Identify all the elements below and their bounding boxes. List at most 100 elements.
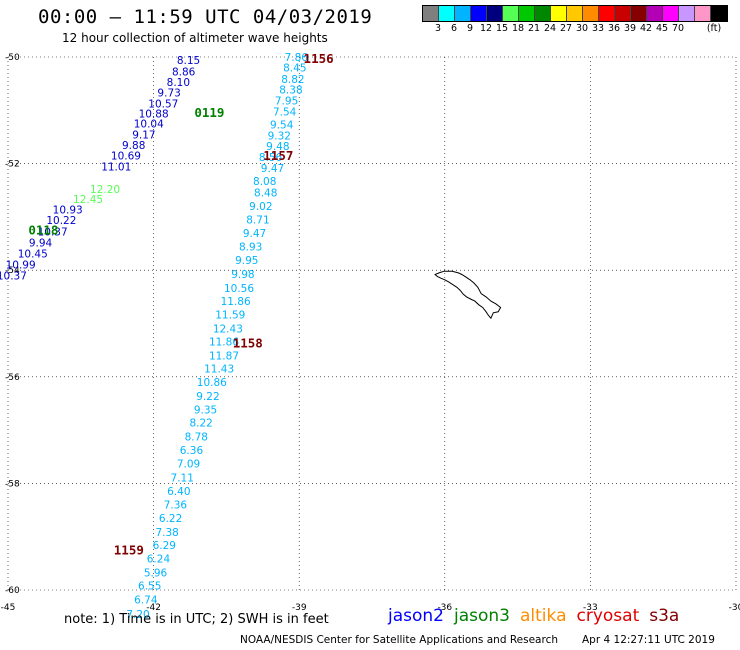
- wave-height-value: 10.04: [134, 119, 164, 131]
- coastline-south-georgia: [434, 270, 502, 320]
- legend-swatch-14: [647, 6, 663, 21]
- satellite-s3a: s3a: [649, 606, 680, 626]
- legend-swatch-11: [599, 6, 615, 21]
- wave-height-value: 10.88: [139, 108, 169, 120]
- wave-height-value: 5.96: [144, 567, 168, 579]
- legend-swatch-0: [423, 6, 439, 21]
- pass-label: 0118: [28, 223, 58, 238]
- wave-height-value: 10.56: [224, 283, 254, 295]
- pass-label: 0119: [194, 105, 224, 120]
- legend-label: 12: [479, 23, 493, 34]
- wave-height-value: 7.09: [177, 459, 200, 471]
- color-scale-legend: [422, 5, 728, 22]
- wave-height-value: 9.47: [261, 163, 284, 175]
- wave-height-value: 8.48: [254, 187, 277, 199]
- wave-height-value: 7.36: [164, 500, 188, 512]
- wave-height-value: 9.98: [231, 269, 254, 281]
- wave-height-value: 8.86: [172, 66, 196, 78]
- wave-height-value: 7.20: [126, 609, 149, 621]
- satellite-legend: jason2 jason3 altika cryosat s3a: [388, 606, 689, 626]
- wave-height-value: 8.22: [189, 418, 212, 430]
- altimeter-tracks: 7.868.458.828.387.957.54 9.549.329.488.56…: [0, 52, 308, 621]
- footnote: note: 1) Time is in UTC; 2) SWH is in fe…: [64, 612, 329, 627]
- wave-height-value: 8.56: [259, 152, 283, 164]
- wave-height-value: 9.32: [268, 130, 291, 142]
- legend-label: 24: [543, 23, 557, 34]
- wave-height-value: 10.93: [53, 204, 83, 216]
- legend-swatch-4: [487, 6, 503, 21]
- satellite-cryosat: cryosat: [576, 606, 640, 626]
- pass-labels: 1156 0119 1157 0118 1158 1159: [28, 51, 333, 557]
- legend-label: 27: [559, 23, 573, 34]
- legend-label: 21: [527, 23, 541, 34]
- wave-height-value: 7.54: [273, 106, 297, 118]
- wave-height-value: 11.86: [221, 296, 251, 308]
- wave-height-value: 8.38: [279, 85, 302, 97]
- legend-label: 36: [607, 23, 621, 34]
- wave-height-value: 8.82: [281, 74, 304, 86]
- wave-height-value: 9.88: [122, 140, 145, 152]
- wave-height-value: 9.73: [157, 88, 180, 100]
- wave-height-value: 11.87: [209, 350, 239, 362]
- coastline-outline: [434, 270, 502, 320]
- wave-height-value: 9.48: [266, 141, 289, 153]
- satellite-jason3: jason3: [454, 606, 510, 626]
- legend-label: 15: [495, 23, 509, 34]
- wave-height-value: 10.99: [6, 259, 36, 271]
- lon-tick-label: -42: [146, 603, 161, 613]
- wave-height-value: 10.22: [46, 215, 76, 227]
- lat-tick-label: -56: [5, 373, 20, 383]
- credit-text: NOAA/NESDIS Center for Satellite Applica…: [240, 634, 558, 646]
- lat-tick-label: -50: [5, 53, 20, 63]
- legend-label: 33: [591, 23, 605, 34]
- wave-height-value: 6.74: [134, 595, 158, 607]
- wave-height-value: 7.38: [155, 527, 178, 539]
- wave-height-value: 7.86: [285, 52, 309, 64]
- wave-height-value: 7.95: [275, 96, 298, 108]
- legend-label: 45: [655, 23, 669, 34]
- legend-label: 9: [466, 23, 474, 34]
- wave-height-value: 6.24: [147, 554, 171, 566]
- wave-height-value: 11.43: [204, 363, 234, 375]
- wave-height-value: 8.10: [167, 77, 190, 89]
- wave-height-value: 8.15: [177, 55, 200, 67]
- wave-height-value: 9.47: [243, 228, 266, 240]
- wave-height-value: 6.36: [180, 445, 204, 457]
- legend-swatch-15: [663, 6, 679, 21]
- wave-height-value: 8.78: [185, 431, 208, 443]
- wave-height-value: 10.45: [18, 249, 48, 261]
- wave-height-value: 12.43: [213, 323, 243, 335]
- pass-label: 1156: [304, 51, 334, 66]
- satellite-altika: altika: [520, 606, 567, 626]
- wave-height-value: 9.94: [29, 237, 53, 249]
- wave-height-value: 11.01: [101, 161, 131, 173]
- lat-tick-label: -52: [5, 160, 20, 170]
- wave-height-value: 6.22: [159, 513, 182, 525]
- legend-label: 42: [639, 23, 653, 34]
- legend-swatch-1: [439, 6, 455, 21]
- legend-swatch-3: [471, 6, 487, 21]
- wave-height-value: 10.86: [197, 377, 227, 389]
- page-subtitle: 12 hour collection of altimeter wave hei…: [62, 31, 328, 45]
- legend-label: 3: [434, 23, 442, 34]
- legend-label: 6: [450, 23, 458, 34]
- lat-tick-label: -58: [5, 479, 20, 489]
- wave-height-value: 10.37: [0, 271, 27, 283]
- wave-height-value: 8.45: [283, 63, 306, 75]
- lon-tick-label: -30: [729, 603, 740, 613]
- legend-swatch-16: [679, 6, 695, 21]
- lon-tick-label: -33: [583, 603, 598, 613]
- legend-swatch-2: [455, 6, 471, 21]
- wave-height-value: 6.40: [167, 486, 190, 498]
- satellite-jason2: jason2: [388, 606, 444, 626]
- wave-height-value: 11.59: [215, 309, 245, 321]
- wave-height-value: 7.11: [171, 473, 194, 485]
- wave-height-value: 9.02: [249, 201, 272, 213]
- wave-height-value: 10.69: [111, 151, 141, 163]
- legend-label: (ft): [706, 23, 722, 34]
- legend-label: 30: [575, 23, 589, 34]
- wave-height-value: 10.37: [38, 226, 68, 238]
- wave-height-value: 11.86: [209, 337, 239, 349]
- wave-height-value: 10.57: [148, 98, 178, 110]
- lon-tick-label: -39: [292, 603, 307, 613]
